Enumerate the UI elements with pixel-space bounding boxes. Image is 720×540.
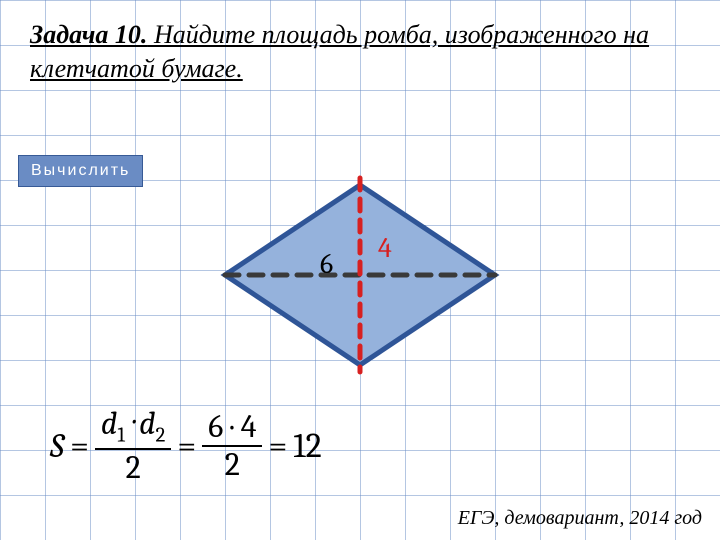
formula-lhs: S — [50, 426, 64, 466]
equals-1: = — [70, 426, 89, 466]
fraction-den-2: 2 — [225, 447, 240, 481]
rhombus-svg — [190, 160, 530, 390]
formula-result: 12 — [293, 426, 321, 466]
fraction-num-1: d1 · d2 — [95, 408, 171, 450]
equals-3: = — [268, 426, 287, 466]
equals-2: = — [177, 426, 196, 466]
fraction-numeric: 6 · 4 2 — [202, 411, 262, 481]
problem-number: Задача 10. — [30, 20, 147, 49]
fraction-num-2: 6 · 4 — [202, 411, 262, 447]
problem-title: Задача 10. Найдите площадь ромба, изобра… — [30, 18, 700, 86]
rhombus-figure: 6 4 — [190, 160, 530, 390]
area-formula: S = d1 · d2 2 = 6 · 4 2 = 12 — [50, 408, 700, 484]
diagonal-1-label: 6 — [320, 248, 333, 280]
diagonal-2-label: 4 — [378, 232, 392, 264]
compute-button[interactable]: Вычислить — [18, 155, 143, 187]
fraction-symbolic: d1 · d2 2 — [95, 408, 171, 484]
fraction-den-1: 2 — [126, 450, 141, 484]
footer-source: ЕГЭ, демовариант, 2014 год — [458, 507, 702, 530]
